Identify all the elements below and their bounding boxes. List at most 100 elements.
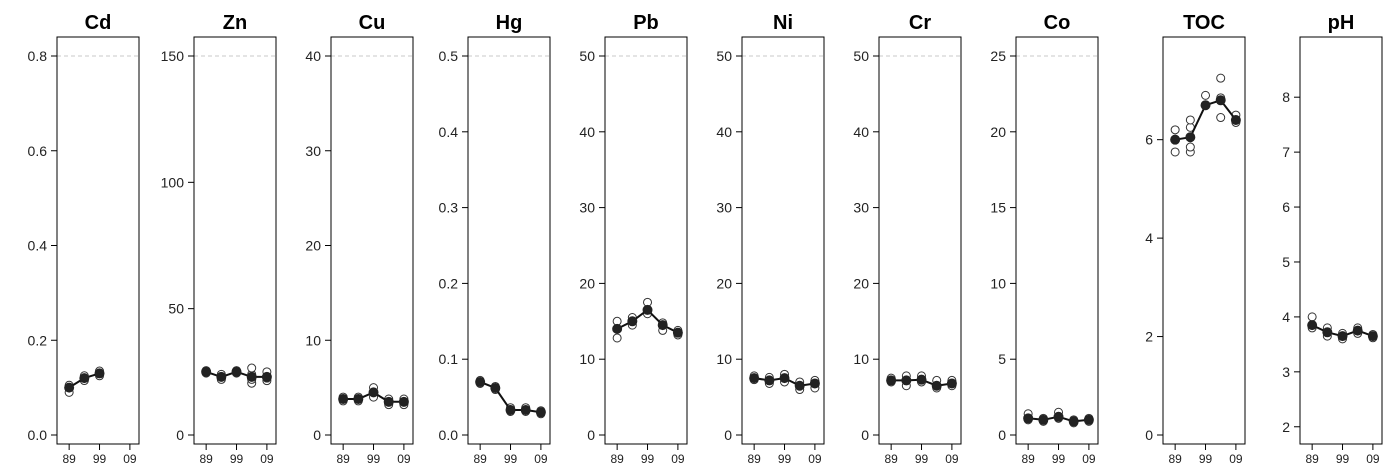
x-tick-label: 99 (367, 452, 381, 466)
mean-point (338, 393, 349, 404)
y-tick-label: 0.0 (439, 427, 459, 443)
y-tick-label: 4 (1145, 230, 1153, 246)
y-tick-label: 5 (998, 351, 1006, 367)
y-tick-label: 30 (579, 200, 595, 216)
x-tick-label: 09 (1082, 452, 1096, 466)
observation-point (1216, 113, 1226, 123)
x-tick-label: 09 (397, 452, 411, 466)
y-tick-label: 4 (1282, 309, 1290, 325)
y-tick-label: 2 (1282, 419, 1290, 435)
x-tick-label: 99 (1199, 452, 1213, 466)
x-tick-label: 99 (504, 452, 518, 466)
y-tick-label: 2 (1145, 329, 1153, 345)
y-tick-label: 0.2 (439, 275, 459, 291)
mean-point (794, 380, 805, 391)
y-tick-label: 10 (716, 351, 732, 367)
y-tick-label: 5 (1282, 254, 1290, 270)
panel-title: TOC (1183, 12, 1225, 34)
y-tick-label: 20 (579, 275, 595, 291)
observation-point (1185, 142, 1195, 152)
x-tick-label: 99 (93, 452, 107, 466)
y-tick-label: 40 (853, 124, 869, 140)
x-tick-label: 89 (1305, 452, 1319, 466)
mean-point (1053, 411, 1064, 422)
x-tick-label: 89 (62, 452, 76, 466)
mean-point (931, 380, 942, 391)
y-tick-label: 10 (853, 351, 869, 367)
y-tick-label: 0 (724, 427, 732, 443)
mean-point (353, 393, 364, 404)
mean-point (1068, 416, 1079, 427)
mean-point (1230, 114, 1241, 125)
x-tick-label: 99 (230, 452, 244, 466)
mean-point (764, 375, 775, 386)
mean-point (1023, 413, 1034, 424)
mean-point (216, 371, 227, 382)
chart-panel-ni: Ni 0 10 20 30 40 50 89 99 09 (716, 12, 825, 466)
y-tick-label: 50 (168, 301, 184, 317)
observation-point (1170, 125, 1180, 135)
observation-point (1201, 90, 1211, 100)
x-tick-label: 09 (945, 452, 959, 466)
chart-panel-co: Co 0 5 10 15 20 25 89 99 09 (990, 12, 1099, 466)
mean-point (383, 396, 394, 407)
y-tick-label: 30 (716, 200, 732, 216)
y-tick-label: 0.5 (439, 48, 459, 64)
plot-frame (1015, 36, 1099, 445)
mean-point (505, 404, 516, 415)
x-tick-label: 09 (1366, 452, 1380, 466)
chart-panel-ph: pH 2 3 4 5 6 7 8 89 99 09 (1282, 12, 1383, 466)
x-tick-label: 99 (915, 452, 929, 466)
observation-point (1216, 73, 1226, 83)
mean-point (94, 368, 105, 379)
plot-frame (878, 36, 962, 445)
y-tick-label: 0 (861, 427, 869, 443)
mean-point (627, 316, 638, 327)
mean-point (1215, 95, 1226, 106)
plot-frame (741, 36, 825, 445)
mean-point (1352, 325, 1363, 336)
plot-frame (330, 36, 414, 445)
y-tick-label: 20 (990, 124, 1006, 140)
mean-point (535, 407, 546, 418)
mean-point (64, 382, 75, 393)
y-tick-label: 10 (990, 275, 1006, 291)
x-tick-label: 89 (473, 452, 487, 466)
observation-point (247, 363, 257, 373)
mean-point (946, 378, 957, 389)
panel-title: Cr (909, 12, 931, 34)
x-tick-label: 89 (747, 452, 761, 466)
mean-point (79, 373, 90, 384)
mean-point (1038, 414, 1049, 425)
panel-title: pH (1328, 12, 1355, 34)
mean-point (490, 383, 501, 394)
y-tick-label: 150 (161, 48, 185, 64)
chart-panel-toc: TOC 0 2 4 6 89 99 09 (1145, 12, 1246, 466)
observation-point (1307, 312, 1317, 322)
y-tick-label: 10 (305, 332, 321, 348)
y-tick-label: 50 (716, 48, 732, 64)
observation-point (1185, 115, 1195, 125)
x-tick-label: 09 (671, 452, 685, 466)
y-tick-label: 7 (1282, 144, 1290, 160)
mean-point (657, 320, 668, 331)
plot-frame (1162, 36, 1246, 445)
plot-frame (193, 36, 277, 445)
mean-point (475, 376, 486, 387)
mean-point (901, 375, 912, 386)
plot-frame (1299, 36, 1383, 445)
y-tick-label: 10 (579, 351, 595, 367)
y-tick-label: 40 (579, 124, 595, 140)
panel-title: Hg (496, 12, 523, 34)
mean-point (779, 373, 790, 384)
mean-point (261, 371, 272, 382)
y-tick-label: 0.0 (28, 427, 48, 443)
y-tick-label: 0.4 (28, 238, 48, 254)
mean-point (642, 304, 653, 315)
y-tick-label: 0.8 (28, 48, 48, 64)
y-tick-label: 30 (853, 200, 869, 216)
mean-point (916, 374, 927, 385)
y-tick-label: 20 (853, 275, 869, 291)
x-tick-label: 09 (1229, 452, 1243, 466)
